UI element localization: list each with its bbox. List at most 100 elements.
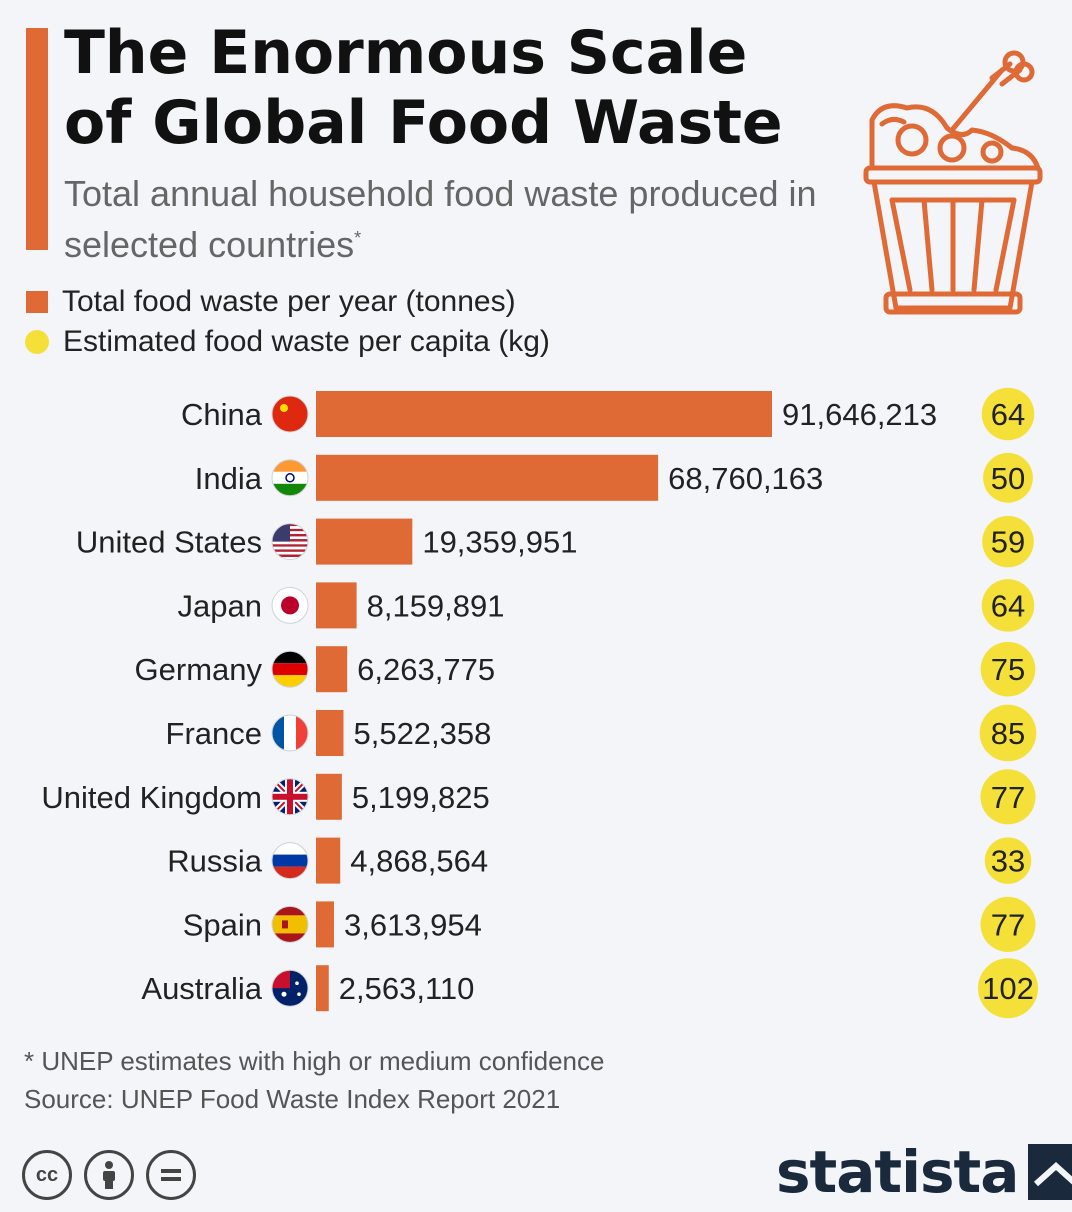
flag-stripe (272, 651, 308, 664)
flag-wheel (285, 473, 295, 483)
flag-star (280, 404, 288, 412)
flag-stripe (272, 546, 308, 550)
per-capita-label: 64 (991, 588, 1025, 623)
flag-stripe (272, 663, 308, 676)
flag-stripe (272, 866, 308, 879)
footnote: * UNEP estimates with high or medium con… (24, 1042, 604, 1118)
chart-row: Germany 6,263,775 75 (135, 641, 1036, 697)
category-label: Japan (178, 588, 262, 623)
category-label: Spain (183, 907, 262, 942)
cc-icon[interactable]: cc (22, 1150, 72, 1200)
per-capita-dot (981, 387, 1035, 441)
flag-border (271, 395, 309, 433)
bar-value-label: 4,868,564 (350, 844, 488, 879)
flag-stripe (272, 549, 308, 552)
per-capita-dot (980, 896, 1036, 952)
per-capita-label: 64 (991, 397, 1025, 432)
license-icons: cc (22, 1150, 196, 1200)
flag-stripe (272, 842, 308, 855)
flag-border (271, 459, 309, 497)
bar (316, 901, 334, 948)
person-icon (103, 1161, 115, 1189)
legend-swatch-dot (25, 330, 49, 354)
bar-value-label: 5,199,825 (352, 780, 490, 815)
category-label: Australia (141, 971, 262, 1006)
flag-stripe (272, 675, 308, 688)
flag-fill (272, 651, 308, 688)
per-capita-dot (979, 704, 1037, 762)
chart-row: Australia 2,563,110 102 (141, 958, 1038, 1019)
food-waste-bucket-icon (863, 50, 1043, 315)
flag-stripe (272, 854, 308, 867)
flag-border (271, 969, 309, 1007)
per-capita-label: 33 (991, 844, 1025, 879)
statista-brand[interactable]: statista (776, 1138, 1072, 1206)
flag-star (295, 981, 299, 985)
per-capita-label: 85 (991, 716, 1025, 751)
flag-star (297, 992, 301, 996)
per-capita-label: 59 (991, 525, 1025, 560)
flag-stripe (296, 715, 308, 751)
flag-fill (272, 715, 308, 751)
flag-cross-red (287, 778, 293, 815)
flag-stripe (284, 715, 296, 751)
flag-border (271, 778, 309, 816)
per-capita-dot (981, 579, 1035, 632)
chart-row: Russia 4,868,564 33 (167, 837, 1032, 884)
chart-row: Spain 3,613,954 77 (183, 896, 1036, 952)
accent-bar (26, 28, 48, 250)
bar-value-label: 2,563,110 (339, 971, 475, 1006)
chart-title: The Enormous Scale of Global Food Waste (64, 18, 783, 158)
flag-stripe (272, 715, 284, 751)
chart-row: China 91,646,213 64 (181, 387, 1035, 441)
chart-row: France 5,522,358 85 (166, 704, 1037, 762)
flag-border (271, 650, 309, 688)
legend-item-bars: Total food waste per year (tonnes) (24, 282, 550, 322)
flag-stripe (272, 471, 308, 484)
no-derivatives-icon[interactable] (146, 1150, 196, 1200)
bar (316, 710, 344, 756)
flag-border (271, 523, 309, 561)
australia-flag-icon (271, 969, 309, 1007)
russia-flag-icon (271, 842, 309, 880)
bar (316, 454, 659, 501)
flag-border (271, 905, 309, 943)
per-capita-dot (982, 515, 1034, 568)
chart-row: Japan 8,159,891 64 (178, 579, 1035, 632)
flag-stripe (272, 906, 308, 916)
per-capita-label: 50 (991, 461, 1025, 496)
bar (316, 965, 329, 1012)
per-capita-dot (980, 769, 1036, 825)
flag-star (281, 991, 287, 997)
chart-row: United States 19,359,951 59 (76, 515, 1034, 568)
united-kingdom-flag-icon (271, 778, 309, 816)
chart-subtitle: Total annual household food waste produc… (64, 172, 844, 267)
category-label: China (181, 397, 263, 432)
flag-fill (272, 778, 308, 815)
cc-icon-label: cc (35, 1163, 59, 1186)
bar-value-label: 8,159,891 (367, 588, 505, 623)
per-capita-label: 102 (982, 971, 1034, 1006)
flag-stripe (272, 483, 308, 496)
flag-stripe (272, 554, 308, 558)
bar-value-label: 19,359,951 (422, 525, 577, 560)
united-states-flag-icon (271, 523, 309, 561)
legend-label-dots: Estimated food waste per capita (kg) (63, 325, 550, 358)
attribution-icon[interactable] (84, 1150, 134, 1200)
bar-value-label: 3,613,954 (344, 907, 482, 942)
india-flag-icon (271, 459, 309, 497)
germany-flag-icon (271, 650, 309, 688)
category-label: Germany (135, 652, 263, 687)
per-capita-dot (983, 452, 1033, 503)
category-label: India (195, 461, 263, 496)
category-label: France (166, 716, 262, 751)
chart-row: India 68,760,163 50 (195, 452, 1033, 503)
bar-value-label: 68,760,163 (668, 461, 823, 496)
spain-flag-icon (271, 905, 309, 943)
bar (316, 646, 348, 693)
flag-stripe (272, 915, 308, 934)
flag-fill (272, 523, 308, 560)
bar-chart: China 91,646,213 64 India 68,760,163 50 United… (41, 387, 1038, 1019)
bar-value-label: 5,522,358 (353, 716, 491, 751)
footnote-note: * UNEP estimates with high or medium con… (24, 1046, 605, 1076)
